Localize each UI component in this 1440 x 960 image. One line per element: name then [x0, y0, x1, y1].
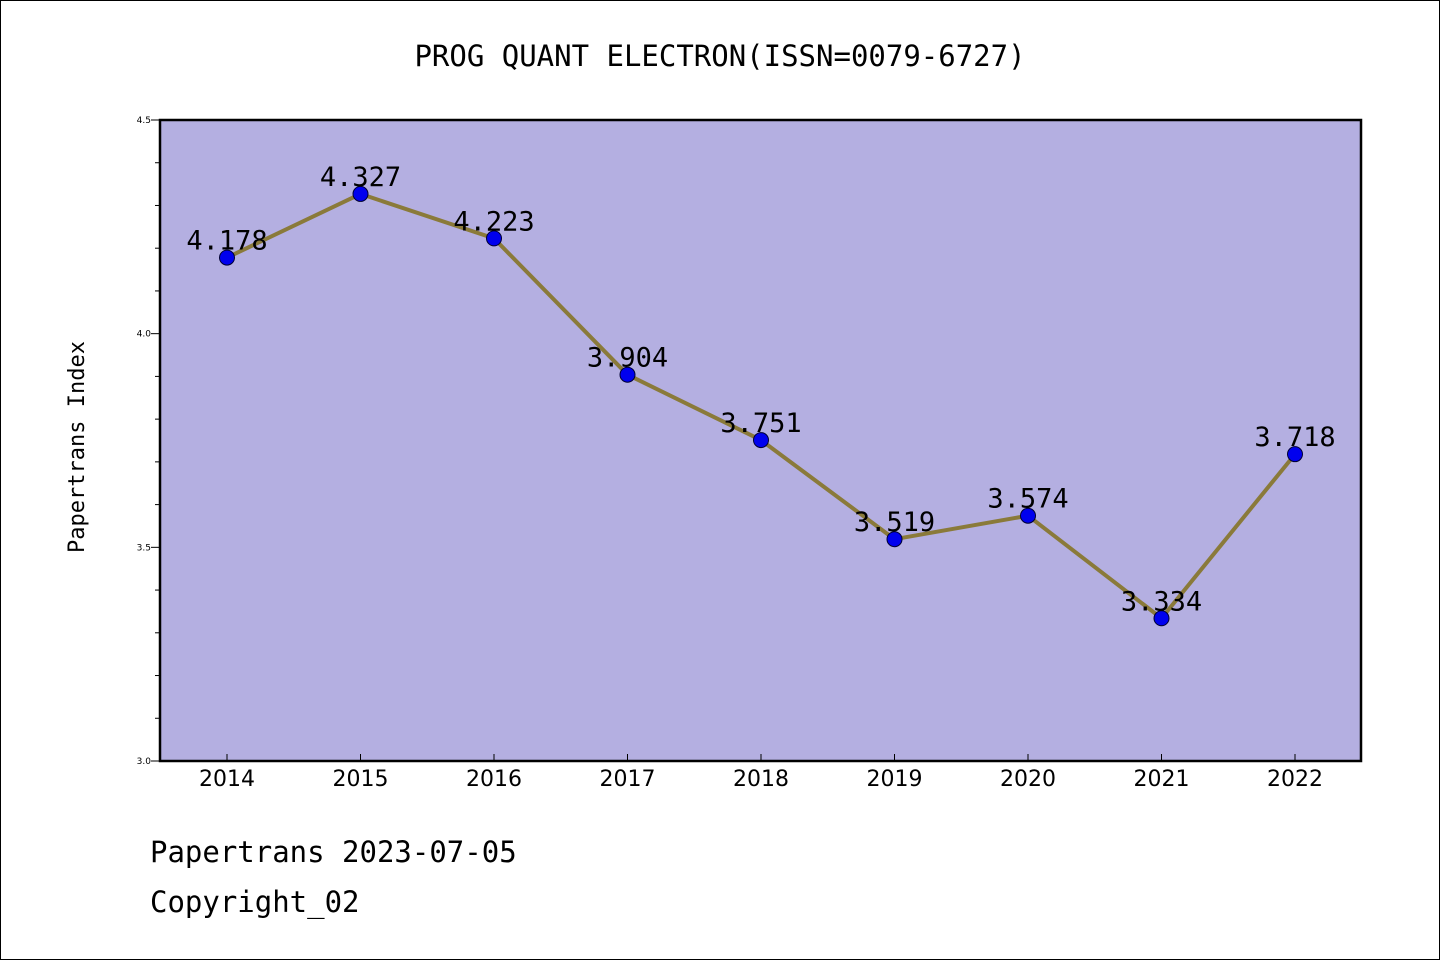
- y-axis: 3.0 3.5 4.0 4.5: [137, 116, 160, 767]
- x-tick-label: 2021: [1134, 767, 1190, 792]
- y-axis-label: Papertrans Index: [65, 341, 90, 553]
- data-point: [219, 249, 235, 266]
- data-point: [352, 185, 369, 202]
- y-tick-label: 4.0: [137, 330, 152, 340]
- data-point: [1020, 507, 1036, 524]
- data-label: 4.327: [320, 162, 401, 193]
- data-label: 3.718: [1254, 422, 1335, 453]
- y-tick-label: 4.5: [137, 116, 151, 126]
- x-tick-label: 2016: [466, 767, 522, 792]
- footer-copyright: Copyright_02: [150, 885, 360, 919]
- x-tick-label: 2019: [867, 767, 923, 792]
- x-tick-label: 2018: [733, 767, 789, 792]
- data-point: [486, 230, 502, 247]
- data-label: 3.519: [854, 507, 935, 538]
- x-tick-label: 2014: [199, 767, 255, 792]
- series-markers: [219, 185, 1303, 627]
- y-tick-label: 3.5: [137, 543, 151, 553]
- data-point: [886, 531, 903, 548]
- data-label: 4.178: [186, 226, 267, 257]
- x-tick-label: 2017: [600, 767, 656, 792]
- data-point: [619, 366, 636, 383]
- x-axis: 2014 2015 2016 2017 2018 2019 2020 2021 2022: [199, 754, 1323, 792]
- x-tick-label: 2015: [333, 767, 389, 792]
- data-point: [1287, 446, 1303, 463]
- data-label: 4.223: [453, 206, 534, 237]
- data-label: 3.904: [587, 343, 668, 374]
- data-label: 3.574: [987, 484, 1068, 515]
- data-point: [1153, 610, 1170, 627]
- x-tick-label: 2022: [1267, 767, 1323, 792]
- footer-date: Papertrans 2023-07-05: [150, 835, 517, 869]
- chart-title: PROG QUANT ELECTRON(ISSN=0079-6727): [414, 39, 1025, 73]
- data-label: 3.751: [720, 408, 801, 439]
- data-point: [753, 432, 769, 449]
- data-label: 3.334: [1121, 586, 1202, 617]
- data-labels: 4.178 4.327 4.223 3.904 3.751 3.519 3.574 3.334…: [186, 162, 1335, 617]
- x-tick-label: 2020: [1000, 767, 1056, 792]
- y-tick-label: 3.0: [137, 757, 152, 767]
